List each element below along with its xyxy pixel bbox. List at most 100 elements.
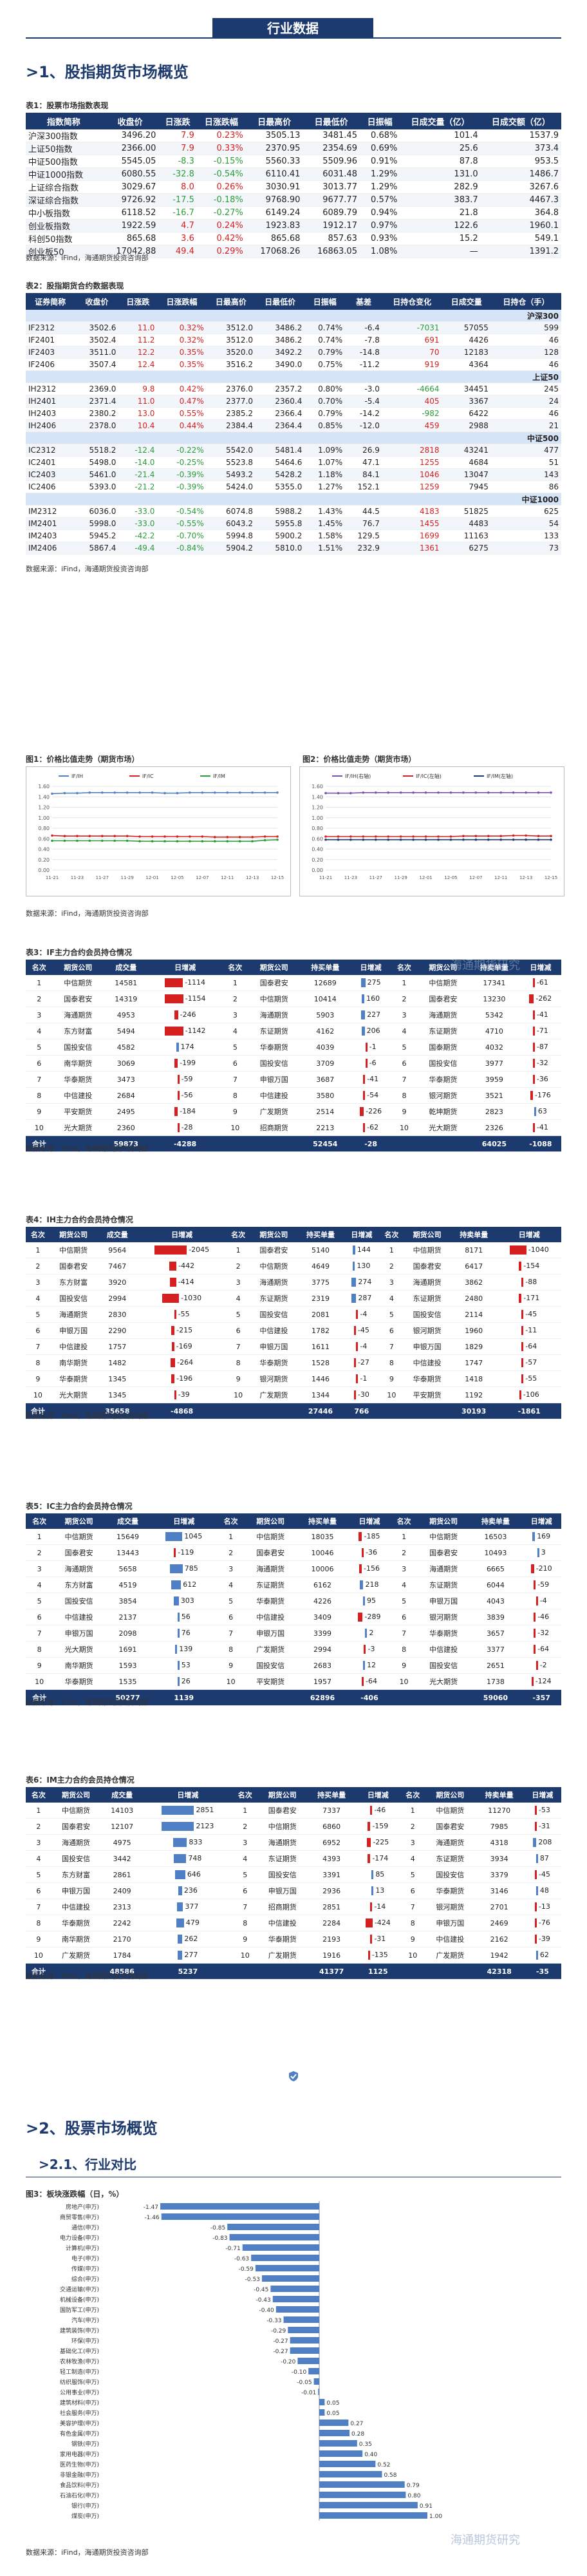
change-bar: [162, 1294, 180, 1303]
data-point: [251, 836, 254, 838]
table-cell: 2: [26, 990, 53, 1007]
data-point: [362, 838, 365, 841]
bar-value-label: 0.27: [350, 2421, 363, 2427]
table-cell: 3512.0: [206, 321, 256, 334]
change-bar: [536, 1951, 538, 1960]
bar: [251, 2255, 319, 2261]
data-point: [437, 791, 440, 794]
bar-value-label: 0.91: [420, 2503, 433, 2510]
bar: [261, 2275, 319, 2282]
table-row: IH2403 2380.2 13.0 0.55% 2385.2 2366.4 0.79% -1…: [26, 407, 561, 420]
column-header: 日增减: [519, 960, 561, 975]
data-point: [525, 791, 527, 794]
table-cell: 中信期货: [250, 1258, 297, 1274]
table-cell: 申银万国: [425, 1915, 475, 1931]
data-point: [337, 835, 340, 838]
change-bar: [534, 1580, 536, 1589]
table-cell: 中信期货: [51, 1803, 101, 1819]
fig3-bar-chart: 房地产(申万) -1.47 商贸零售(申万) -1.46 通信(申万) -0.85 电力设备…: [60, 2201, 442, 2521]
table-cell: 东方财富: [51, 1866, 101, 1883]
table-cell: -64: [497, 1338, 561, 1355]
table-row: 6 申银万国 2290 -215 6 中信建投 1782 -45 6 银河期货 1960 -11: [26, 1322, 561, 1339]
change-value: -6: [369, 1059, 377, 1067]
change-bar: [351, 1294, 357, 1303]
table-cell: 6: [391, 1055, 418, 1072]
table-cell: -0.39%: [157, 480, 207, 493]
table-cell: 3: [391, 1007, 418, 1023]
table-cell: 785: [150, 1560, 218, 1577]
table-cell: 13: [356, 1882, 400, 1899]
bar-value-label: -0.10: [292, 2369, 307, 2376]
table-cell: IH2403: [26, 407, 75, 420]
data-point: [550, 838, 552, 841]
category-label: 石油石化(申万): [60, 2492, 99, 2499]
change-bar: [177, 1123, 180, 1132]
table-cell: -30: [344, 1387, 380, 1403]
change-value: 174: [180, 1043, 194, 1051]
x-tick-label: 11-29: [394, 875, 407, 880]
bar-value-label: 0.05: [326, 2410, 339, 2417]
table-cell: 1611: [297, 1338, 344, 1355]
column-header: 日成交量（亿）: [400, 113, 481, 129]
change-bar: [356, 1310, 359, 1319]
table-cell: 2081: [297, 1306, 344, 1323]
table-cell: 东证期货: [250, 1290, 297, 1307]
data-point: [63, 839, 66, 842]
rank-table-source: 数据来源：iFind，海通期货投资咨询部: [26, 1412, 149, 1420]
x-tick-label: 12-05: [444, 875, 457, 880]
table-cell: -1040: [497, 1242, 561, 1258]
table-cell: 海通期货: [53, 1560, 106, 1577]
change-bar: [174, 1390, 176, 1399]
x-tick-label: 12-07: [469, 875, 482, 880]
change-bar: [370, 1935, 373, 1944]
table-cell: [50, 1403, 97, 1419]
table-cell: 8: [379, 1354, 404, 1371]
table-cell: 5: [26, 1306, 50, 1323]
data-point: [63, 835, 66, 837]
change-value: -59: [181, 1075, 193, 1083]
change-bar: [174, 1870, 185, 1879]
table-cell: -2045: [138, 1242, 227, 1258]
table-cell: 9: [26, 1370, 50, 1387]
category-label: 银行(申万): [71, 2502, 99, 2510]
table-cell: 海通期货: [417, 1560, 470, 1577]
table-cell: 62896: [296, 1689, 349, 1706]
table-cell: [248, 1135, 300, 1152]
table-cell: 3069: [103, 1055, 149, 1072]
table-cell: 3442: [100, 1850, 144, 1867]
table-cell: -53: [523, 1803, 561, 1819]
table-cell: 3505.13: [245, 129, 303, 142]
table-cell: 1: [379, 1242, 404, 1258]
table-cell: 691: [382, 334, 442, 346]
table-cell: 3367: [442, 395, 491, 408]
table-row: IF2406 3507.4 12.4 0.35% 3516.2 3490.0 0.75% -1…: [26, 358, 561, 371]
category-label: 基础化工(申万): [60, 2347, 99, 2355]
y-tick-label: 1.40: [312, 794, 323, 800]
data-point: [276, 838, 279, 841]
table-cell: 1361: [382, 542, 442, 554]
change-bar: [371, 1870, 374, 1879]
table-cell: IM2406: [26, 542, 75, 554]
change-value: 227: [367, 1010, 381, 1019]
table-row: 4 国投安信 2994 -1030 4 东证期货 2319 287 4 东证期货 2480 -171: [26, 1290, 561, 1307]
change-value: -64: [537, 1645, 550, 1653]
rank-table-caption: 表3：IF主力合约会员持仓情况: [26, 948, 133, 957]
data-point: [412, 838, 415, 841]
change-value: 3: [541, 1548, 546, 1557]
x-tick-label: 11-29: [120, 875, 133, 880]
change-value: -62: [367, 1123, 379, 1132]
bar: [290, 2347, 319, 2354]
table-cell: -41: [519, 1007, 561, 1023]
fig3-caption: 图3：板块涨跌幅（日，%）: [26, 2190, 124, 2199]
table-cell: 2495: [103, 1103, 149, 1120]
table-cell: 612: [150, 1577, 218, 1593]
table-cell: 2936: [306, 1882, 357, 1899]
table-cell: 银河期货: [417, 1087, 469, 1104]
bar: [319, 2512, 427, 2519]
rank-table-source: 数据来源：iFind，海通期货投资咨询部: [26, 1698, 149, 1707]
table-cell: 10006: [296, 1560, 349, 1577]
table-cell: 16503: [469, 1529, 522, 1545]
table-cell: 国泰君安: [257, 1803, 307, 1819]
table-cell: 2469: [474, 1915, 524, 1931]
table-cell: 国泰君安: [425, 1818, 475, 1835]
